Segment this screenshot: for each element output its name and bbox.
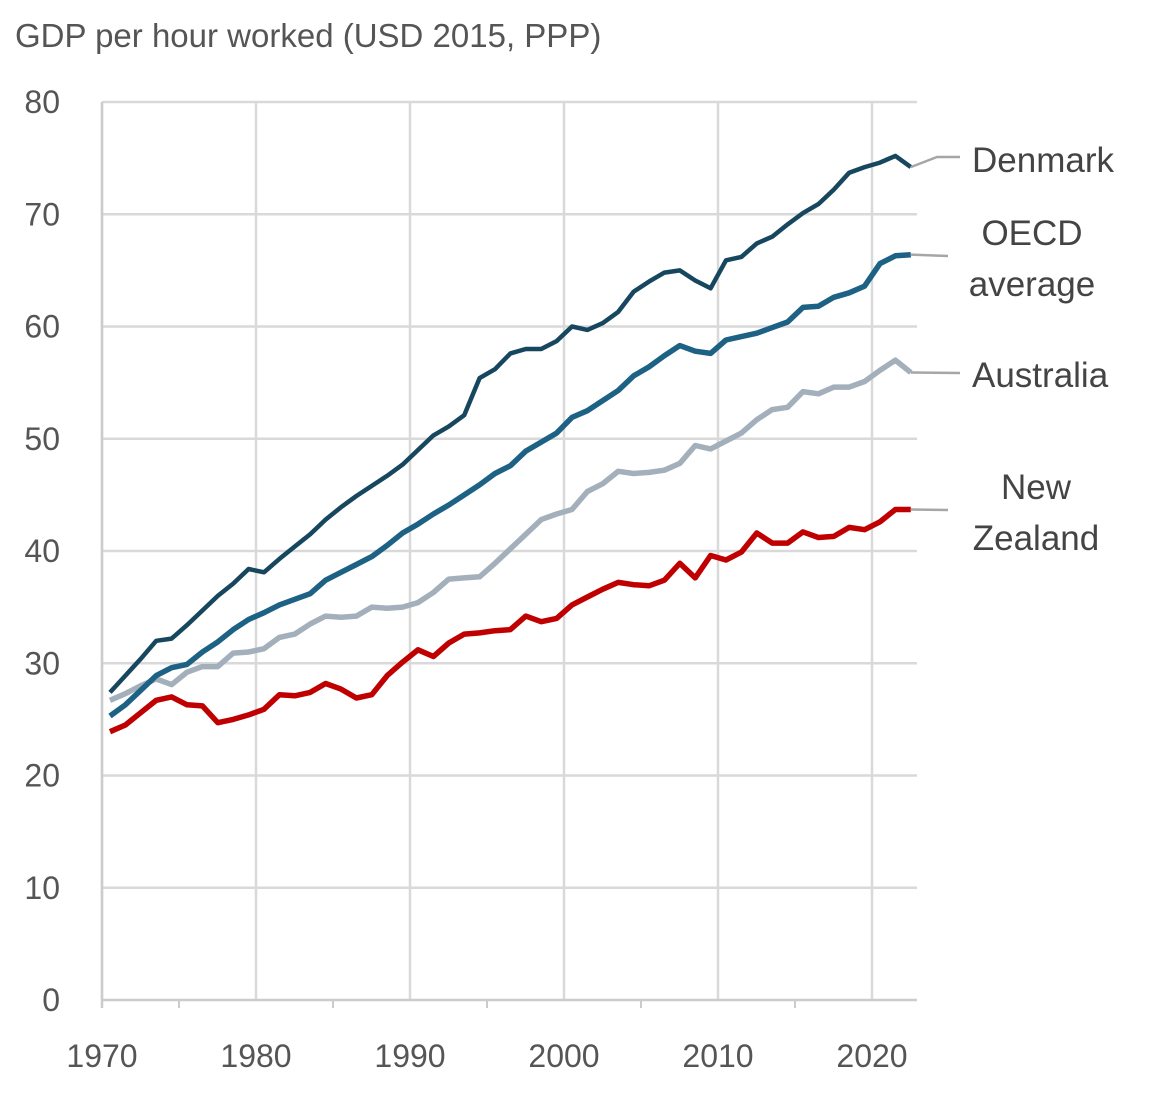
series-label: Denmark: [972, 141, 1114, 180]
y-tick-label: 20: [24, 758, 60, 794]
y-tick-label: 30: [24, 645, 60, 681]
series-lines: [108, 153, 913, 735]
leader-line: [910, 253, 949, 258]
y-tick-label: 50: [24, 421, 60, 457]
chart-title: GDP per hour worked (USD 2015, PPP): [15, 17, 601, 54]
series-label: Zealand: [973, 519, 1099, 558]
x-tick-label: 2000: [528, 1038, 599, 1074]
y-tick-label: 10: [24, 870, 60, 906]
series-label: New: [1001, 468, 1072, 507]
y-tick-label: 40: [24, 533, 60, 569]
y-tick-label: 70: [24, 196, 60, 232]
axes: 0 10 20 30 40 50 60 70 80 1970 1980 1990 2000 2010 202…: [24, 84, 917, 1074]
series-line-new-zealand: [108, 506, 911, 735]
x-tick-label: 1970: [66, 1038, 137, 1074]
series-label: OECD: [981, 214, 1082, 253]
y-tick-label: 0: [42, 982, 60, 1018]
series-line-australia: [108, 357, 913, 703]
series-line-oecd-average: [108, 251, 911, 719]
series-labels: Denmark OECD average Australia New Zealand: [910, 141, 1114, 558]
leader-line: [910, 508, 949, 512]
series-label: Australia: [972, 356, 1109, 395]
series-label: average: [969, 265, 1095, 304]
grid: [100, 100, 917, 1000]
x-tick-label: 1980: [220, 1038, 291, 1074]
x-tick-label: 2010: [682, 1038, 753, 1074]
series-line-denmark: [108, 153, 913, 694]
y-tick-label: 60: [24, 309, 60, 345]
x-tick-label: 2020: [836, 1038, 907, 1074]
y-tick-label: 80: [24, 84, 60, 120]
x-tick-label: 1990: [374, 1038, 445, 1074]
leader-line: [910, 155, 960, 169]
